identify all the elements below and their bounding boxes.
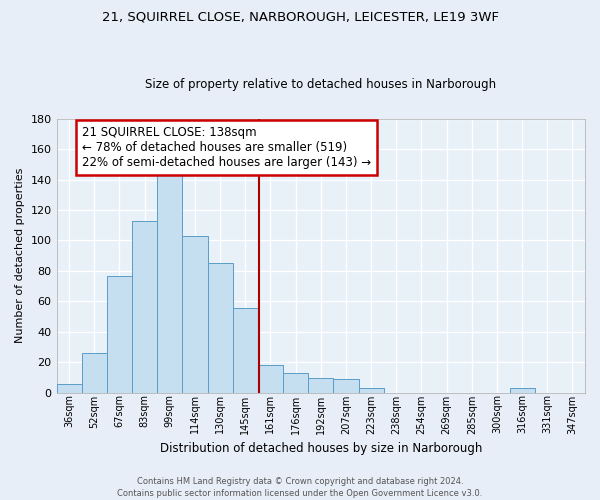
Bar (182, 236, 208, 393)
Bar (56, 384, 82, 393)
Text: 21 SQUIRREL CLOSE: 138sqm
← 78% of detached houses are smaller (519)
22% of semi: 21 SQUIRREL CLOSE: 138sqm ← 78% of detac… (82, 126, 371, 169)
Y-axis label: Number of detached properties: Number of detached properties (15, 168, 25, 344)
Bar (132, 220, 157, 393)
Bar (308, 378, 334, 393)
X-axis label: Distribution of detached houses by size in Narborough: Distribution of detached houses by size … (160, 442, 482, 455)
Bar (82, 354, 107, 393)
Title: Size of property relative to detached houses in Narborough: Size of property relative to detached ho… (145, 78, 496, 91)
Bar (334, 379, 359, 393)
Bar (233, 308, 258, 393)
Bar (258, 366, 283, 393)
Bar (509, 388, 535, 393)
Bar (107, 276, 132, 393)
Text: 21, SQUIRREL CLOSE, NARBOROUGH, LEICESTER, LE19 3WF: 21, SQUIRREL CLOSE, NARBOROUGH, LEICESTE… (101, 10, 499, 23)
Text: Contains HM Land Registry data © Crown copyright and database right 2024.
Contai: Contains HM Land Registry data © Crown c… (118, 476, 482, 498)
Bar (283, 373, 308, 393)
Bar (157, 174, 182, 393)
Bar (208, 264, 233, 393)
Bar (359, 388, 383, 393)
